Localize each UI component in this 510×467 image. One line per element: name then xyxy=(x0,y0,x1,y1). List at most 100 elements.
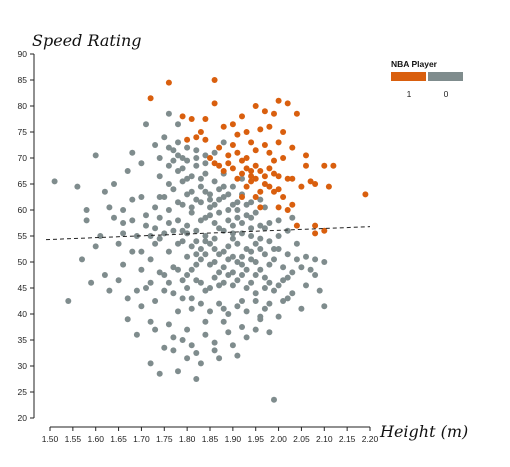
data-point-nba-1 xyxy=(266,149,273,156)
data-point-nba-0 xyxy=(156,269,163,276)
data-point-nba-0 xyxy=(138,160,145,167)
data-point-nba-0 xyxy=(170,347,177,354)
data-point-nba-0 xyxy=(239,253,245,260)
data-point-nba-0 xyxy=(257,266,264,273)
data-point-nba-0 xyxy=(165,321,172,328)
data-point-nba-0 xyxy=(170,334,177,341)
data-point-nba-0 xyxy=(161,287,168,294)
data-point-nba-0 xyxy=(101,188,108,195)
data-point-nba-0 xyxy=(188,305,195,312)
data-point-nba-0 xyxy=(216,269,223,276)
data-point-nba-0 xyxy=(179,155,186,161)
data-point-nba-0 xyxy=(229,201,236,208)
data-point-nba-0 xyxy=(65,298,72,304)
data-point-nba-0 xyxy=(51,178,58,185)
data-point-nba-0 xyxy=(152,326,159,333)
data-point-nba-0 xyxy=(74,183,81,190)
data-point-nba-0 xyxy=(188,342,195,349)
data-point-nba-0 xyxy=(79,256,85,263)
data-point-nba-0 xyxy=(252,326,259,333)
data-point-nba-0 xyxy=(179,178,186,185)
data-point-nba-1 xyxy=(207,155,213,161)
data-point-nba-0 xyxy=(257,235,264,242)
data-point-nba-0 xyxy=(211,246,218,252)
data-point-nba-0 xyxy=(143,222,149,229)
data-point-nba-1 xyxy=(312,222,319,229)
data-point-nba-0 xyxy=(216,225,223,232)
data-point-nba-1 xyxy=(239,194,245,200)
data-point-nba-1 xyxy=(252,175,259,182)
data-point-nba-1 xyxy=(257,168,264,174)
data-point-nba-0 xyxy=(266,261,273,268)
data-point-nba-0 xyxy=(184,326,191,333)
data-point-nba-0 xyxy=(243,285,250,291)
data-point-nba-0 xyxy=(298,264,305,271)
data-point-nba-0 xyxy=(179,295,186,302)
data-point-nba-0 xyxy=(266,238,273,245)
data-point-nba-0 xyxy=(220,279,227,286)
data-point-nba-0 xyxy=(188,266,195,273)
data-point-nba-0 xyxy=(147,318,154,325)
data-point-nba-0 xyxy=(280,264,287,271)
data-point-nba-0 xyxy=(197,183,204,190)
x-tick-label: 1.60 xyxy=(87,434,104,444)
data-point-nba-0 xyxy=(312,272,319,278)
data-point-nba-0 xyxy=(143,121,149,128)
data-point-nba-0 xyxy=(284,274,291,281)
data-point-nba-0 xyxy=(234,277,241,284)
data-point-nba-0 xyxy=(133,331,140,338)
data-point-nba-0 xyxy=(211,201,218,208)
data-point-nba-0 xyxy=(248,199,255,206)
x-axis: 1.50 1.55 1.60 1.65 1.70 1.75 1.80 1.85 1.90 1.95… xyxy=(42,426,379,444)
data-point-nba-0 xyxy=(248,225,255,232)
data-point-nba-0 xyxy=(170,227,177,234)
data-point-nba-0 xyxy=(156,155,163,161)
data-point-nba-0 xyxy=(261,305,268,312)
data-point-nba-1 xyxy=(312,230,319,237)
data-point-nba-0 xyxy=(124,295,131,302)
data-point-nba-0 xyxy=(120,261,127,268)
data-point-nba-0 xyxy=(248,233,255,239)
data-point-nba-0 xyxy=(266,279,273,286)
data-point-nba-0 xyxy=(175,240,181,247)
data-point-nba-0 xyxy=(207,308,213,315)
data-point-nba-1 xyxy=(307,178,314,185)
data-point-nba-1 xyxy=(147,95,154,102)
data-point-nba-0 xyxy=(220,305,227,312)
data-point-nba-1 xyxy=(216,162,223,169)
data-point-nba-0 xyxy=(225,243,232,250)
data-point-nba-0 xyxy=(202,160,209,167)
data-point-nba-0 xyxy=(220,264,227,271)
data-point-nba-0 xyxy=(248,279,255,286)
data-point-nba-0 xyxy=(216,196,223,203)
x-axis-title: Height (m) xyxy=(379,422,468,441)
data-point-nba-0 xyxy=(280,298,287,304)
data-point-nba-1 xyxy=(184,136,191,143)
data-point-nba-0 xyxy=(211,220,218,226)
y-tick-label: 30 xyxy=(18,361,28,371)
data-point-nba-0 xyxy=(193,251,200,258)
data-point-nba-0 xyxy=(289,214,296,221)
data-point-nba-1 xyxy=(321,162,328,169)
data-point-nba-0 xyxy=(170,290,177,297)
data-point-nba-0 xyxy=(147,360,154,367)
data-point-nba-0 xyxy=(152,298,159,304)
data-point-nba-0 xyxy=(202,318,209,325)
data-point-nba-0 xyxy=(220,318,227,325)
data-point-nba-1 xyxy=(280,129,287,135)
data-point-nba-0 xyxy=(197,217,204,224)
data-point-nba-0 xyxy=(175,266,181,273)
x-tick-label: 1.75 xyxy=(156,434,173,444)
data-point-nba-0 xyxy=(207,204,213,211)
x-tick-label: 1.50 xyxy=(42,434,59,444)
y-tick-label: 85 xyxy=(18,75,28,85)
data-point-nba-1 xyxy=(243,183,250,190)
data-point-nba-0 xyxy=(243,246,250,252)
data-point-nba-1 xyxy=(252,147,259,154)
data-point-nba-0 xyxy=(216,251,223,258)
data-point-nba-0 xyxy=(165,162,172,169)
data-point-nba-1 xyxy=(284,207,291,213)
data-point-nba-1 xyxy=(271,110,277,117)
data-point-nba-0 xyxy=(111,181,117,187)
